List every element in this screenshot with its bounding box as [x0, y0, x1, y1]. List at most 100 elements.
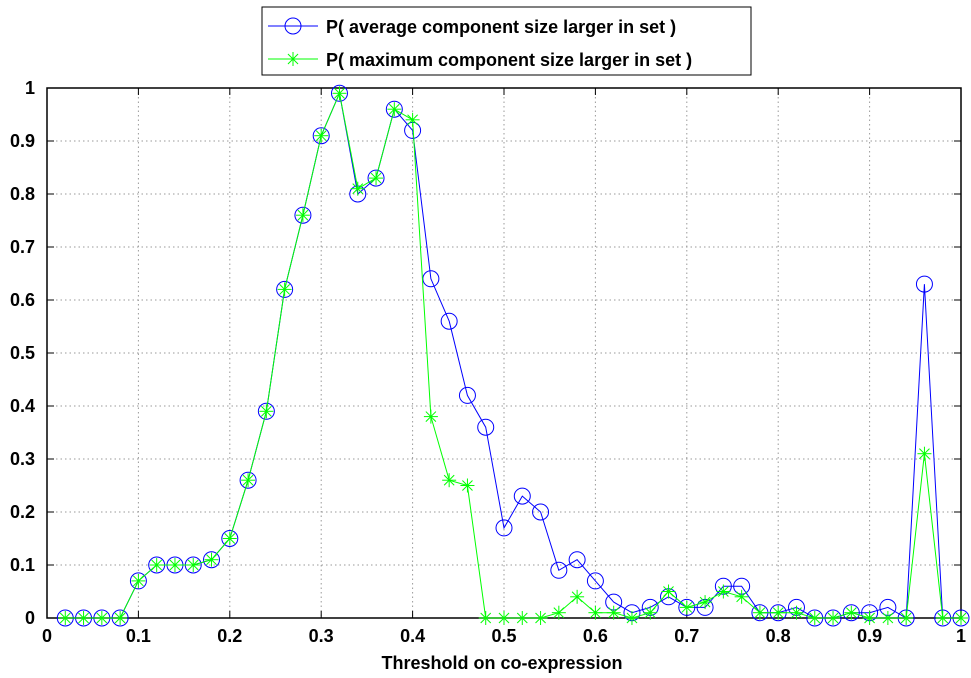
data-point-star: [917, 446, 932, 461]
star-stroke: [315, 130, 327, 142]
y-tick-label: 0.9: [10, 131, 35, 151]
legend-label-maximum: P( maximum component size larger in set …: [326, 50, 692, 70]
star-stroke: [809, 612, 821, 624]
data-point-star: [935, 611, 950, 625]
data-point-star: [771, 605, 786, 620]
star-stroke: [791, 607, 802, 619]
star-stroke: [900, 612, 912, 624]
x-tick-labels: 0 0.1 0.2 0.3 0.4 0.5 0.6 0.7 0.8 0.9 1: [42, 626, 966, 646]
data-point-star: [643, 605, 658, 620]
data-point-star: [789, 605, 804, 620]
data-point-circle: [367, 169, 385, 187]
data-point-star: [899, 611, 914, 625]
x-tick-label: 0.4: [400, 626, 425, 646]
x-tick-label: 0.7: [674, 626, 699, 646]
y-tick-label: 0.7: [10, 237, 35, 257]
data-point-circle: [129, 572, 147, 590]
data-point-star: [661, 584, 676, 599]
star-stroke: [498, 612, 510, 624]
data-point-star: [478, 611, 493, 625]
data-point-star: [94, 611, 109, 625]
data-point-star: [58, 611, 73, 625]
star-stroke: [736, 591, 748, 603]
data-point-circle: [276, 280, 294, 298]
data-point-circle: [330, 84, 348, 102]
star-stroke: [462, 480, 473, 491]
data-point-circle: [294, 206, 312, 224]
star-stroke: [352, 183, 364, 195]
star-stroke: [334, 87, 345, 99]
star-stroke: [845, 607, 857, 619]
star-stroke: [516, 612, 528, 624]
star-stroke: [955, 612, 967, 624]
star-stroke: [133, 575, 144, 587]
data-point-star: [844, 605, 859, 620]
x-tick-label: 0.2: [217, 626, 242, 646]
data-point-star: [442, 473, 457, 488]
x-axis-label: Threshold on co-expression: [381, 653, 622, 673]
star-stroke: [425, 411, 437, 422]
data-point-star: [387, 102, 402, 117]
y-tick-label: 0.1: [10, 555, 35, 575]
x-tick-label: 0.5: [491, 626, 516, 646]
data-point-star: [423, 409, 438, 424]
x-tick-label: 0: [42, 626, 52, 646]
data-point-circle: [568, 551, 586, 569]
data-point-star: [76, 611, 91, 625]
legend-marker-maximum: [286, 52, 300, 66]
x-tick-label: 1: [956, 626, 966, 646]
data-point-star: [716, 584, 731, 599]
data-point-circle: [842, 604, 860, 622]
star-stroke: [644, 607, 656, 619]
star-stroke: [443, 474, 455, 486]
legend-label-average: P( average component size larger in set …: [326, 17, 676, 37]
star-stroke: [96, 612, 108, 624]
legend-box: [261, 6, 752, 76]
grid: [47, 88, 961, 618]
data-point-star: [880, 611, 895, 625]
x-tick-label: 0.3: [309, 626, 334, 646]
data-point-circle: [239, 471, 257, 489]
star-stroke: [535, 612, 546, 624]
legend-star-glyph: [286, 52, 300, 66]
star-stroke: [882, 612, 894, 624]
star-stroke: [919, 448, 930, 460]
data-point-circle: [203, 551, 221, 569]
series-layer: [56, 84, 970, 627]
data-point-star: [405, 112, 420, 127]
star-stroke: [699, 596, 711, 608]
star-stroke: [717, 586, 729, 597]
star-stroke: [626, 612, 638, 624]
y-tick-labels: 0 0.1 0.2 0.3 0.4 0.5 0.6 0.7 0.8 0.9 1: [10, 78, 35, 628]
data-point-star: [186, 558, 201, 572]
data-point-circle: [458, 386, 476, 404]
star-stroke: [279, 284, 291, 295]
data-point-circle: [915, 275, 933, 293]
data-point-star: [259, 404, 274, 419]
star-stroke: [480, 612, 492, 624]
data-point-star: [369, 171, 384, 186]
star-stroke: [937, 612, 949, 624]
star-stroke: [297, 209, 309, 221]
star-stroke: [242, 474, 254, 486]
data-point-star: [570, 589, 585, 604]
data-point-circle: [513, 487, 531, 505]
y-tick-label: 0.3: [10, 449, 35, 469]
data-point-star: [588, 605, 603, 620]
data-point-circle: [385, 100, 403, 118]
data-point-star: [113, 611, 128, 625]
data-point-star: [277, 282, 292, 297]
star-stroke: [59, 612, 71, 624]
data-point-star: [533, 611, 548, 625]
star-stroke: [78, 612, 89, 624]
y-tick-label: 1: [25, 78, 35, 98]
tick-marks: [46, 87, 962, 619]
data-point-circle: [586, 572, 604, 590]
data-point-star: [606, 605, 621, 620]
star-stroke: [553, 607, 565, 619]
data-point-star: [624, 611, 639, 625]
data-point-star: [807, 611, 822, 625]
star-stroke: [169, 559, 181, 571]
